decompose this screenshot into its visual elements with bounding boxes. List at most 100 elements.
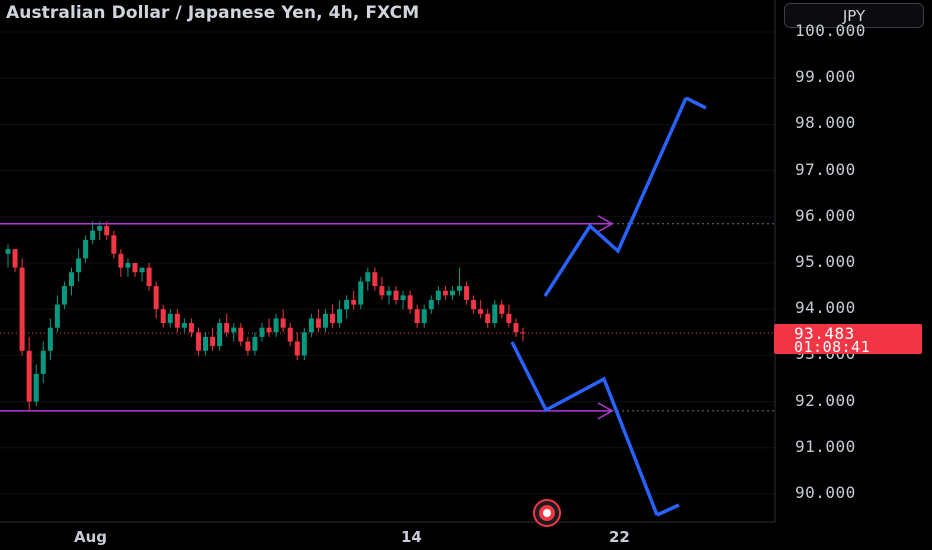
candle-body <box>400 295 406 300</box>
candle-body <box>386 290 392 296</box>
candle-body <box>111 235 117 254</box>
candle-body <box>421 309 427 324</box>
candle-body <box>160 309 166 324</box>
candle-body <box>301 332 307 356</box>
candle-body <box>104 226 110 236</box>
candle-body <box>337 309 343 324</box>
candle-body <box>19 267 25 351</box>
candle-body <box>273 318 279 333</box>
candle-body <box>97 226 103 231</box>
candle-body <box>90 230 96 240</box>
candle-body <box>492 304 498 324</box>
candle-body <box>33 373 39 402</box>
candle-body <box>471 299 477 310</box>
price-axis-label: 90.000 <box>795 483 856 502</box>
candle-body <box>287 327 293 342</box>
price-axis-label: 95.000 <box>795 252 856 271</box>
currency-button[interactable]: JPY <box>784 3 924 28</box>
candle-body <box>118 253 124 268</box>
candle-body <box>132 263 138 273</box>
candle-body <box>330 313 336 324</box>
bearish-arrow-tip <box>656 503 680 517</box>
candle-body <box>280 318 286 328</box>
bullish-arrow-tip <box>685 96 707 110</box>
candle-body <box>372 272 378 287</box>
candle-body <box>217 323 223 347</box>
candle-body <box>224 323 230 333</box>
candle-body <box>83 239 89 259</box>
candle-body <box>478 309 484 314</box>
last-price-badge: 93.483 01:08:41 <box>774 324 922 356</box>
candle-body <box>153 286 159 310</box>
price-axis-label: 92.000 <box>795 390 856 410</box>
candle-body <box>358 281 364 305</box>
price-axis-label: 99.000 <box>795 67 856 87</box>
candle-body <box>167 313 173 324</box>
candle-body <box>315 318 321 328</box>
candle-body <box>442 290 448 296</box>
price-axis-label: 100.000 <box>795 21 866 40</box>
candle-body <box>294 341 300 356</box>
candle-body <box>485 313 491 324</box>
candle-body <box>414 309 420 324</box>
price-axis-label: 98.000 <box>795 113 856 133</box>
candle-body <box>231 327 237 333</box>
target-icon[interactable] <box>533 499 561 527</box>
candle-body <box>139 267 145 273</box>
candle-body <box>457 286 463 291</box>
candle-body <box>344 299 350 310</box>
candle-body <box>322 313 328 328</box>
level-arrowhead <box>597 402 614 420</box>
candle-body <box>238 327 244 342</box>
candle-body <box>351 299 357 305</box>
projection-arrows <box>510 96 707 517</box>
candle-body <box>5 249 11 254</box>
price-axis-label: 91.000 <box>795 436 856 456</box>
candle-body <box>146 267 152 287</box>
candle-body <box>520 332 526 334</box>
candle-body <box>76 258 82 273</box>
candle-body <box>506 313 512 324</box>
candle-body <box>125 263 131 268</box>
bullish-projection <box>543 97 688 297</box>
candle-body <box>188 323 194 333</box>
candle-body <box>181 323 187 328</box>
candle-body <box>40 350 46 374</box>
candle-body <box>195 332 201 351</box>
time-label-aug: Aug <box>74 528 108 546</box>
time-label-14: 14 <box>401 528 422 546</box>
candle-body <box>379 286 385 296</box>
candle-body <box>12 249 18 268</box>
candle-body <box>259 327 265 337</box>
bar-countdown: 01:08:41 <box>794 338 871 356</box>
candle-body <box>393 290 399 300</box>
candle-body <box>252 336 258 351</box>
candle-body <box>26 350 32 402</box>
candle-body <box>174 313 180 328</box>
candle-body <box>210 336 216 347</box>
candle-body <box>499 304 505 314</box>
candle-body <box>61 286 67 305</box>
price-axis-label: 96.000 <box>795 205 856 225</box>
candle-body <box>245 341 251 351</box>
time-label-22: 22 <box>609 528 630 546</box>
candle-body <box>308 318 314 333</box>
last-price: 93.483 <box>794 324 855 343</box>
candle-body <box>407 295 413 310</box>
candle-body <box>203 336 209 351</box>
candle-body <box>464 286 470 300</box>
price-axis-label: 97.000 <box>795 159 856 179</box>
level-arrowhead <box>597 215 614 233</box>
candle-series <box>5 221 526 411</box>
symbol-title[interactable]: Australian Dollar / Japanese Yen, 4h, FX… <box>6 3 420 23</box>
candle-body <box>449 290 455 296</box>
candle-body <box>428 299 434 310</box>
price-axis-label: 94.000 <box>795 298 856 318</box>
candle-body <box>54 304 60 328</box>
candle-body <box>47 327 53 351</box>
candle-body <box>513 323 519 333</box>
range-levels <box>0 215 775 420</box>
candle-body <box>365 272 371 282</box>
bearish-projection <box>510 341 659 516</box>
